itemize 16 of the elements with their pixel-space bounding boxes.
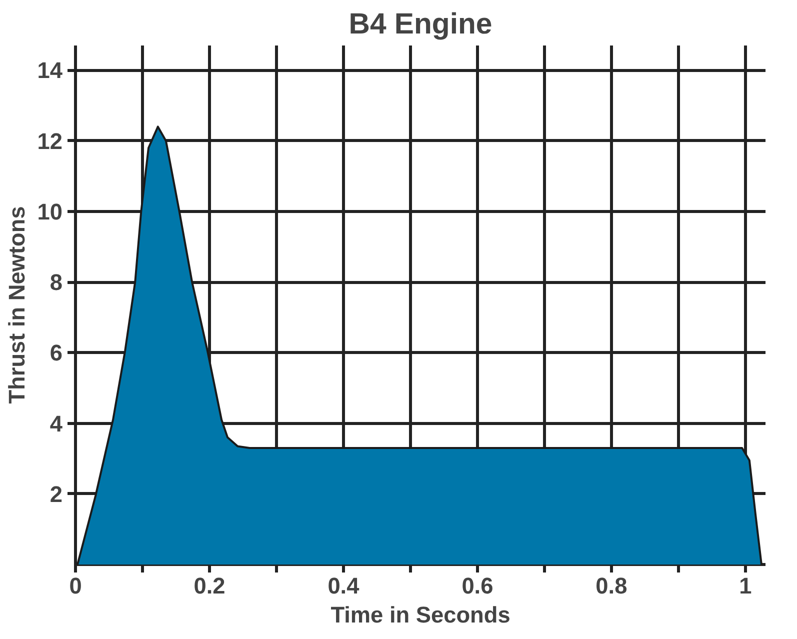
y-tick-label: 4 — [50, 410, 63, 436]
y-tick-label: 10 — [37, 198, 62, 224]
x-tick-label: 0.4 — [328, 572, 360, 598]
chart-title: B4 Engine — [348, 8, 492, 40]
y-tick-label: 14 — [37, 57, 63, 84]
y-tick-label: 6 — [50, 340, 63, 366]
x-axis-title: Time in Seconds — [330, 602, 510, 628]
y-tick-label: 2 — [50, 480, 63, 507]
x-tick-label: 0.6 — [462, 572, 494, 598]
y-tick-label: 12 — [37, 128, 62, 154]
y-tick-label: 8 — [50, 269, 63, 296]
x-tick-label: 0 — [69, 572, 82, 598]
y-axis-title: Thrust in Newtons — [3, 206, 30, 404]
x-tick-label: 0.2 — [194, 572, 226, 598]
x-tick-label: 1 — [739, 572, 752, 598]
x-tick-label: 0.8 — [596, 572, 628, 598]
